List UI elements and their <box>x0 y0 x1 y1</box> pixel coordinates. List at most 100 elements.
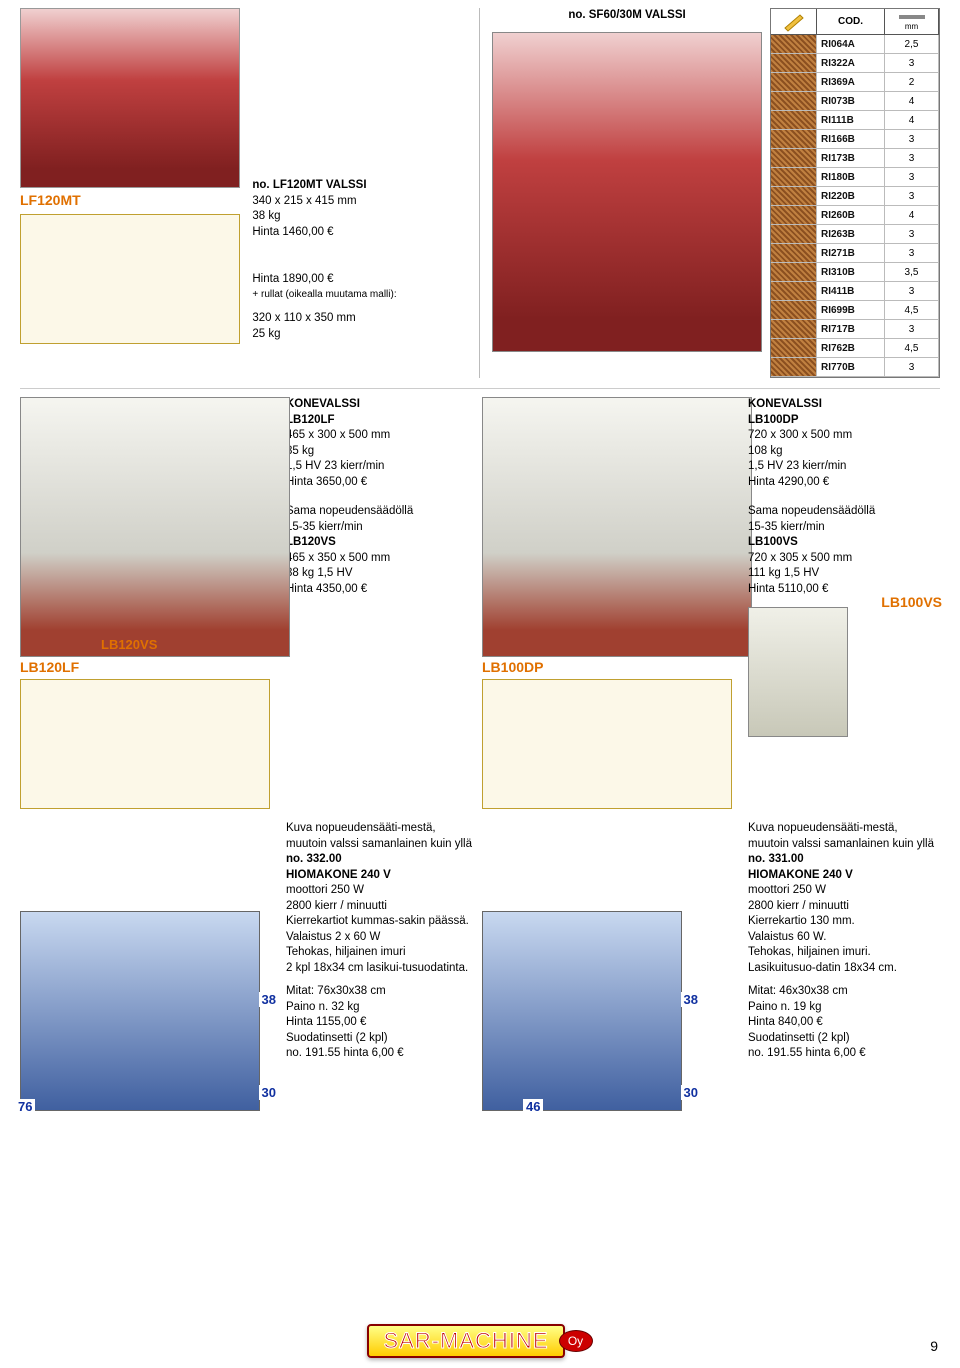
row-1: LF120MT no. LF120MT VALSSI 340 x 215 x 4… <box>20 8 940 378</box>
photo-lf120mt <box>20 8 240 188</box>
cod-swatch <box>771 92 817 110</box>
label-lb100vs: LB100VS <box>881 593 942 612</box>
cod-val: 3 <box>885 54 939 72</box>
cod-code: RI699B <box>817 301 885 319</box>
lb120lf-speed: 1,5 HV 23 kierr/min <box>286 460 384 472</box>
cod-code: RI369A <box>817 73 885 91</box>
sf60-rollers: + rullat (oikealla muutama malli): <box>252 288 467 302</box>
p332-filterprice: no. 191.55 hinta 6,00 € <box>286 1047 404 1059</box>
col-pol331-photo: 46 38 30 <box>482 821 742 1111</box>
lf120mt-price: Hinta 1460,00 € <box>252 225 467 241</box>
lb120lf-weight: 85 kg <box>286 445 314 457</box>
photo-polisher-332: 76 38 30 <box>20 911 260 1111</box>
p332-rpm: 2800 kierr / minuutti <box>286 900 387 912</box>
cod-val: 3 <box>885 320 939 338</box>
sf60-weight: 25 kg <box>252 327 467 343</box>
cod-row: RI770B3 <box>771 358 939 377</box>
text-lf120mt: no. LF120MT VALSSI 340 x 215 x 415 mm 38… <box>252 8 467 378</box>
lb120vs-model: LB120VS <box>286 536 336 548</box>
lb100dp-model: LB100DP <box>748 414 799 426</box>
cod-swatch <box>771 225 817 243</box>
cod-code: RI411B <box>817 282 885 300</box>
logo: SAR-MACHINE <box>367 1324 564 1358</box>
text-lb120: KONEVALSSI LB120LF 465 x 300 x 500 mm 85… <box>286 397 476 809</box>
cod-swatch <box>771 282 817 300</box>
photo-lb100 <box>482 397 752 657</box>
cod-head: COD. mm <box>771 9 939 35</box>
cod-row: RI263B3 <box>771 225 939 244</box>
lb100vs-weight: 111 kg 1,5 HV <box>748 567 819 579</box>
cod-code: RI166B <box>817 130 885 148</box>
dim-76: 76 <box>15 1099 35 1114</box>
lb120lf-dims: 465 x 300 x 500 mm <box>286 429 390 441</box>
p332-motor: moottori 250 W <box>286 884 364 896</box>
cod-val: 4,5 <box>885 339 939 357</box>
text-pol331: Kuva nopueudensääti-mestä, muutoin valss… <box>748 821 938 1111</box>
p332-price: Hinta 1155,00 € <box>286 1016 366 1028</box>
cod-val: 4,5 <box>885 301 939 319</box>
lb100dp-speed: 1,5 HV 23 kierr/min <box>748 460 846 472</box>
p332-wheels: Kierrekartiot kummas-sakin päässä. <box>286 915 469 927</box>
lb100vs-dims: 720 x 305 x 500 mm <box>748 552 852 564</box>
cod-val: 3 <box>885 168 939 186</box>
col-lb100dp-photo: LB100DP <box>482 397 742 809</box>
dim-46: 46 <box>523 1099 543 1114</box>
caliper-icon <box>897 12 927 22</box>
lb120lf-title: KONEVALSSI <box>286 398 360 410</box>
p331-weight: Paino n. 19 kg <box>748 1001 822 1013</box>
cod-val: 4 <box>885 206 939 224</box>
cod-code: RI064A <box>817 35 885 53</box>
cod-row: RI220B3 <box>771 187 939 206</box>
lb100vs-model: LB100VS <box>748 536 798 548</box>
lb120lf-model: LB120LF <box>286 414 335 426</box>
cod-swatch <box>771 206 817 224</box>
divider-1 <box>479 8 480 378</box>
dim-30b: 30 <box>681 1085 701 1100</box>
cod-code: RI180B <box>817 168 885 186</box>
cod-val: 3 <box>885 358 939 376</box>
cod-swatch <box>771 168 817 186</box>
cod-swatch <box>771 149 817 167</box>
footer: SAR-MACHINE Oy <box>0 1324 960 1358</box>
cod-code: RI220B <box>817 187 885 205</box>
cod-swatch <box>771 263 817 281</box>
cod-row: RI369A2 <box>771 73 939 92</box>
cod-row: RI173B3 <box>771 149 939 168</box>
cod-table: COD. mm RI064A2,5RI322A3RI369A2RI073B4RI… <box>770 8 940 378</box>
p331-vac: Tehokas, hiljainen imuri. <box>748 946 871 958</box>
p331-dims: Mitat: 46x30x38 cm <box>748 985 848 997</box>
cod-row: RI064A2,5 <box>771 35 939 54</box>
text-lb100: KONEVALSSI LB100DP 720 x 300 x 500 mm 10… <box>748 397 938 809</box>
lb100vs-speed: 15-35 kierr/min <box>748 521 825 533</box>
lb120vs-note: Sama nopeudensäädöllä <box>286 505 413 517</box>
photo-sf60 <box>492 32 762 352</box>
lb100vs-note: Sama nopeudensäädöllä <box>748 505 875 517</box>
cod-swatch <box>771 244 817 262</box>
dim-38a: 38 <box>259 992 279 1007</box>
cod-row: RI762B4,5 <box>771 339 939 358</box>
lb120vs-speed: 15-35 kierr/min <box>286 521 363 533</box>
cod-code: RI322A <box>817 54 885 72</box>
p332-intro: Kuva nopueudensääti-mestä, muutoin valss… <box>286 822 472 850</box>
p331-wheels: Kierrekartio 130 mm. <box>748 915 855 927</box>
label-lb120lf: LB120LF <box>20 659 280 675</box>
cod-val: 3 <box>885 225 939 243</box>
p331-rpm: 2800 kierr / minuutti <box>748 900 849 912</box>
label-lb120vs-in: LB120VS <box>101 637 157 652</box>
lb100dp-weight: 108 kg <box>748 445 783 457</box>
lf120mt-weight: 38 kg <box>252 209 467 225</box>
p332-dims: Mitat: 76x30x38 cm <box>286 985 386 997</box>
col-pol332-photo: 76 38 30 <box>20 821 280 1111</box>
lb100vs-price: Hinta 5110,00 € <box>748 583 828 595</box>
cod-swatch <box>771 73 817 91</box>
cod-code: RI717B <box>817 320 885 338</box>
cod-val: 3,5 <box>885 263 939 281</box>
cod-swatch <box>771 130 817 148</box>
cod-code: RI762B <box>817 339 885 357</box>
p332-filter: Suodatinsetti (2 kpl) <box>286 1032 388 1044</box>
photo-polisher-331: 46 38 30 <box>482 911 682 1111</box>
dim-38b: 38 <box>681 992 701 1007</box>
cod-val: 3 <box>885 187 939 205</box>
cod-val: 4 <box>885 111 939 129</box>
row-3: 76 38 30 Kuva nopueudensääti-mestä, muut… <box>20 821 940 1111</box>
